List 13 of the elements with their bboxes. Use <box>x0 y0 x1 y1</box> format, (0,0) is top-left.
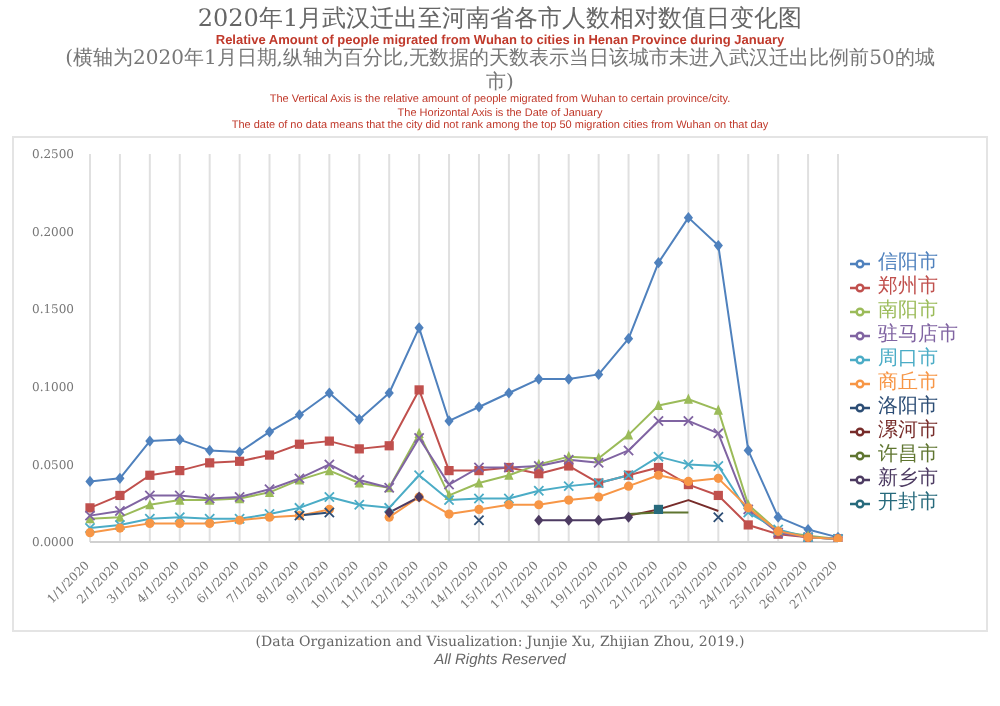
legend-label: 许昌市 <box>878 444 938 467</box>
legend-label: 漯河市 <box>878 420 938 443</box>
legend-label: 开封市 <box>878 492 938 515</box>
legend-label: 新乡市 <box>878 468 938 491</box>
legend-label: 洛阳市 <box>878 396 938 419</box>
legend-label: 周口市 <box>878 348 938 371</box>
legend-label: 信阳市 <box>878 252 938 275</box>
legend-label: 驻马店市 <box>878 324 958 347</box>
chart-title: 2020年1月武汉迁出至河南省各市人数相对数值日变化图 <box>195 4 805 34</box>
text: (横轴为2020年1月日期,纵轴为百分比,无数据的天数表示当日该城市未进入武汉迁出比例前50的城市) <box>63 48 937 94</box>
legend-label: 商丘市 <box>878 372 938 395</box>
legend-label: 南阳市 <box>878 300 938 323</box>
legend-label: 郑州市 <box>878 276 938 299</box>
